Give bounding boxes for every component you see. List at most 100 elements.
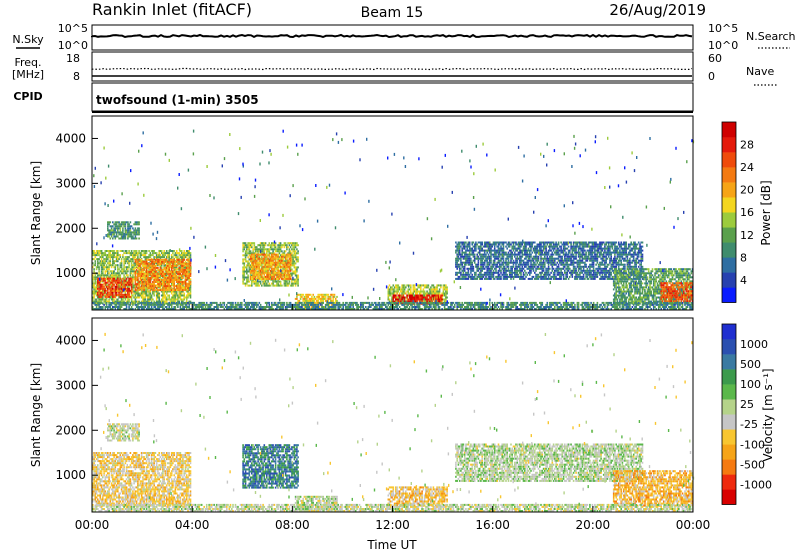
heatmap-cell <box>158 296 160 299</box>
heatmap-cell <box>259 259 262 262</box>
heatmap-cell <box>293 246 296 249</box>
heatmap-cell <box>257 244 259 247</box>
heatmap-cell <box>510 259 512 262</box>
heatmap-cell <box>127 252 129 255</box>
heatmap-cell <box>159 254 162 257</box>
heatmap-cell <box>172 289 174 292</box>
heatmap-cell <box>472 251 475 254</box>
heatmap-cell <box>112 283 114 286</box>
heatmap-cell <box>293 250 296 253</box>
heatmap-cell <box>113 298 115 301</box>
heatmap-cell <box>163 266 165 269</box>
heatmap-cell <box>286 269 288 272</box>
heatmap-cell <box>170 270 173 273</box>
heatmap-cell <box>189 286 192 289</box>
heatmap-cell <box>105 278 108 281</box>
heatmap-cell <box>148 294 150 297</box>
heatmap-cell <box>481 277 483 280</box>
heatmap-cell <box>179 264 182 267</box>
heatmap-cell <box>266 275 268 278</box>
heatmap-cell <box>507 267 510 270</box>
heatmap-cell <box>278 246 281 249</box>
heatmap-cell <box>178 270 180 273</box>
heatmap-cell <box>108 250 110 252</box>
heatmap-cell <box>276 255 278 258</box>
heatmap-cell <box>174 298 177 301</box>
heatmap-cell <box>397 284 400 287</box>
heatmap-cell <box>98 274 100 277</box>
heatmap-cell <box>288 261 291 264</box>
heatmap-cell <box>112 281 114 284</box>
heatmap-cell <box>262 277 264 280</box>
heatmap-cell <box>183 254 185 257</box>
heatmap-cell <box>152 281 154 283</box>
heatmap-cell <box>257 275 259 278</box>
heatmap-cell <box>269 244 272 247</box>
heatmap-cell <box>102 254 104 257</box>
heatmap-cell <box>254 284 257 287</box>
heatmap-cell <box>248 244 251 247</box>
heatmap-cell <box>253 269 256 272</box>
heatmap-cell <box>113 254 115 257</box>
heatmap-cell <box>95 298 98 301</box>
heatmap-cell <box>277 266 279 269</box>
heatmap-cell <box>158 276 160 279</box>
heatmap-cell <box>92 266 94 269</box>
heatmap-cell <box>114 278 117 281</box>
heatmap-cell <box>243 246 246 249</box>
heatmap-cell <box>137 292 139 295</box>
heatmap-cell <box>289 272 292 275</box>
heatmap-cell <box>117 225 119 228</box>
heatmap-cell <box>118 286 120 289</box>
heatmap-cell <box>271 257 273 260</box>
heatmap-cell <box>93 254 95 257</box>
heatmap-cell <box>262 244 264 247</box>
heatmap-cell <box>288 257 291 260</box>
heatmap-cell <box>272 248 274 251</box>
heatmap-cell <box>248 254 251 257</box>
heatmap-cell <box>180 285 183 288</box>
heatmap-cell <box>103 282 105 285</box>
heatmap-cell <box>153 276 155 279</box>
heatmap-cell <box>246 248 248 251</box>
heatmap-cell <box>257 252 259 255</box>
heatmap-cell <box>188 270 190 273</box>
heatmap-cell <box>490 261 492 264</box>
heatmap-cell <box>458 265 461 268</box>
heatmap-cell <box>170 287 173 290</box>
heatmap-cell <box>123 270 125 273</box>
heatmap-cell <box>278 284 281 287</box>
heatmap-cell <box>170 277 173 279</box>
heatmap-cell <box>144 254 147 257</box>
heatmap-cell <box>527 247 530 250</box>
heatmap-cell <box>123 262 125 265</box>
heatmap-cell <box>287 242 289 245</box>
heatmap-cell <box>148 287 150 290</box>
heatmap-cell <box>403 288 406 291</box>
heatmap-cell <box>143 264 145 267</box>
heatmap-cell <box>127 229 129 232</box>
heatmap-cell <box>446 290 448 293</box>
heatmap-cell <box>109 287 112 290</box>
heatmap-cell <box>266 277 268 280</box>
heatmap-cell <box>477 265 480 268</box>
heatmap-cell <box>128 260 130 263</box>
heatmap-cell <box>108 283 110 286</box>
heatmap-cell <box>115 287 118 290</box>
heatmap-cell <box>493 261 496 264</box>
heatmap-cell <box>263 242 266 245</box>
heatmap-cell <box>269 261 272 264</box>
heatmap-cell <box>525 271 527 274</box>
heatmap-cell <box>125 295 128 298</box>
heatmap-cell <box>287 275 289 278</box>
heatmap-cell <box>387 296 390 299</box>
heatmap-cell <box>139 270 142 273</box>
heatmap-cell <box>144 294 147 297</box>
heatmap-cell <box>188 260 190 263</box>
heatmap-cell <box>124 221 127 224</box>
heatmap-cell <box>133 268 135 271</box>
heatmap-cell <box>128 266 130 269</box>
heatmap-cell <box>114 252 117 255</box>
heatmap-cell <box>100 274 103 277</box>
heatmap-cell <box>483 251 486 254</box>
